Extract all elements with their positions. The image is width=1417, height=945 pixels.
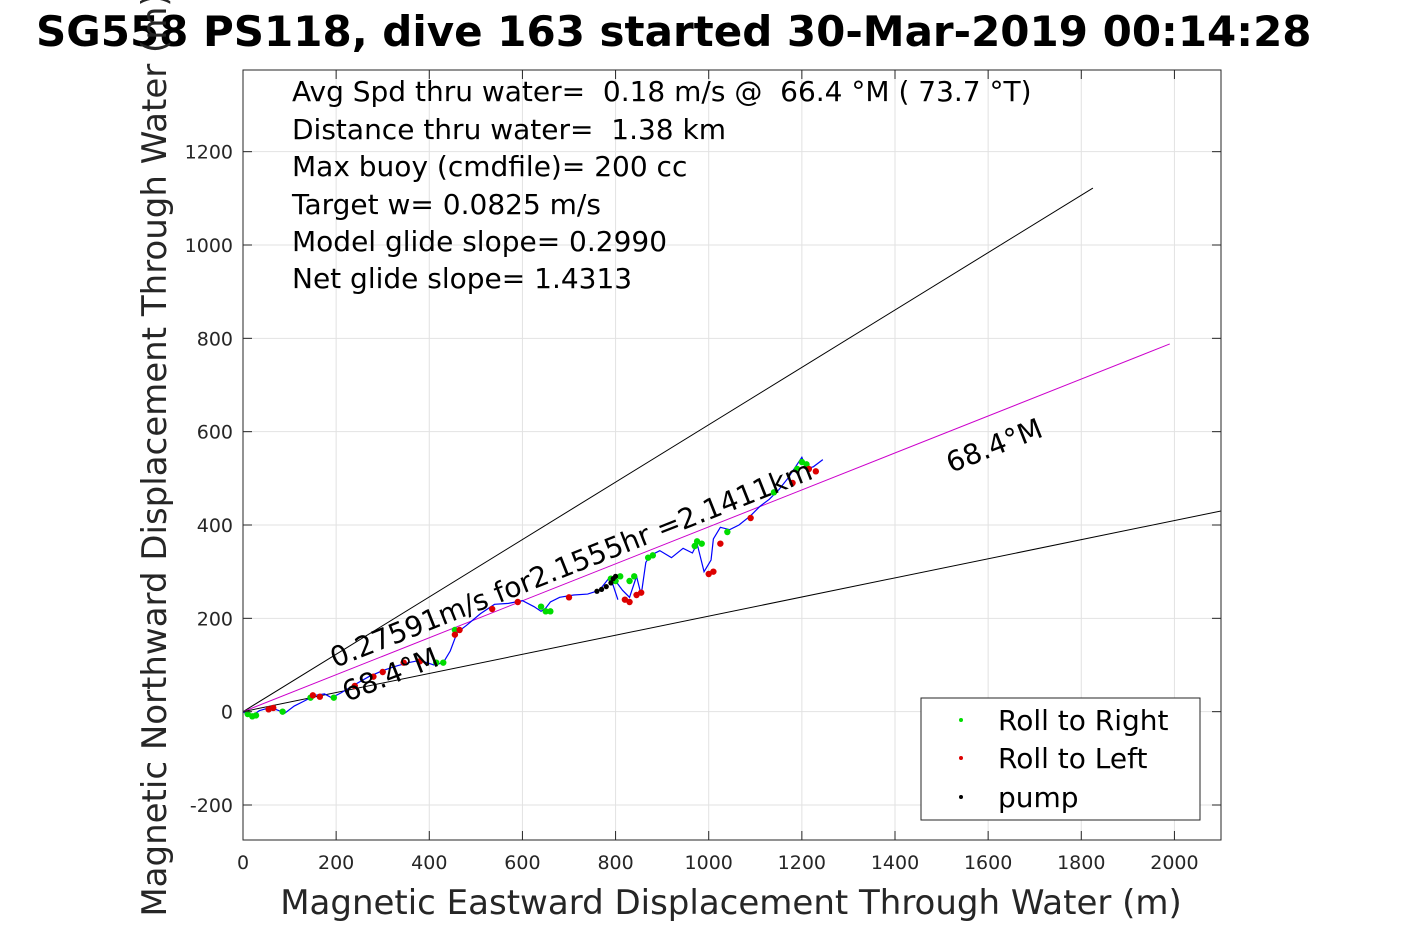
roll-right-point bbox=[252, 712, 260, 719]
legend-label-roll-left: Roll to Left bbox=[998, 742, 1147, 775]
roll-left-point bbox=[488, 605, 496, 613]
x-tick-label: 0 bbox=[237, 852, 249, 874]
y-tick-label: 0 bbox=[221, 702, 233, 724]
roll-left-point bbox=[456, 626, 463, 634]
pump-point bbox=[608, 580, 614, 586]
roll-right-point bbox=[724, 528, 731, 536]
y-tick-label: -200 bbox=[190, 795, 233, 817]
roll-right-point bbox=[537, 603, 545, 610]
stat-model-glide-slope: Model glide slope= 0.2990 bbox=[292, 225, 667, 258]
x-tick-label: 600 bbox=[504, 852, 540, 874]
stat-net-glide-slope: Net glide slope= 1.4313 bbox=[292, 262, 632, 295]
speed-annotation: 0.27591m/s for2.1555hr =2.1411km bbox=[325, 454, 816, 674]
reference-line-upper bbox=[243, 187, 1094, 713]
roll-left-point bbox=[316, 693, 324, 700]
pump-point bbox=[612, 573, 619, 579]
legend-marker-pump bbox=[959, 795, 963, 799]
y-tick-label: 1000 bbox=[185, 235, 233, 257]
pump-point bbox=[594, 588, 600, 594]
roll-markers bbox=[244, 458, 820, 720]
roll-right-point bbox=[279, 708, 286, 715]
roll-left-point bbox=[451, 631, 459, 638]
x-tick-label: 800 bbox=[597, 852, 633, 874]
roll-left-point bbox=[400, 659, 407, 666]
stat-distance: Distance thru water= 1.38 km bbox=[292, 113, 726, 146]
y-tick-label: 1200 bbox=[185, 142, 233, 164]
roll-right-point bbox=[649, 552, 657, 559]
legend-marker-roll-right bbox=[959, 718, 963, 722]
stat-avg-speed: Avg Spd thru water= 0.18 m/s @ 66.4 °M (… bbox=[292, 75, 1032, 108]
reference-lines bbox=[243, 187, 1221, 713]
roll-right-point bbox=[440, 659, 447, 666]
x-tick-label: 200 bbox=[318, 852, 354, 874]
roll-left-point bbox=[416, 658, 424, 665]
x-tick-label: 2000 bbox=[1150, 852, 1198, 874]
x-axis-label: Magnetic Eastward Displacement Through W… bbox=[280, 883, 1182, 923]
y-tick-label: 200 bbox=[197, 608, 233, 630]
axis-ticks: 0 200 400 600 800 1000 1200 1400 1600 1800 2000-20… bbox=[185, 70, 1221, 874]
reference-line-lower bbox=[243, 510, 1221, 713]
legend-marker-roll-left bbox=[959, 756, 963, 760]
roll-right-point bbox=[770, 489, 778, 496]
roll-right-point bbox=[631, 573, 638, 580]
roll-left-point bbox=[565, 594, 573, 601]
roll-left-point bbox=[637, 589, 645, 596]
stats-block: Avg Spd thru water= 0.18 m/s @ 66.4 °M (… bbox=[291, 75, 1032, 295]
roll-left-point bbox=[812, 468, 820, 475]
stat-target-w: Target w= 0.0825 m/s bbox=[291, 188, 601, 221]
y-axis-label: Magnetic Northward Displacement Through … bbox=[135, 0, 175, 917]
legend-label-roll-right: Roll to Right bbox=[998, 704, 1169, 737]
x-tick-label: 400 bbox=[411, 852, 447, 874]
roll-right-point bbox=[698, 540, 705, 547]
pump-point bbox=[603, 584, 609, 590]
legend: Roll to Right Roll to Left pump bbox=[920, 697, 1201, 821]
plot-frame bbox=[242, 69, 1222, 841]
x-tick-label: 1800 bbox=[1057, 852, 1105, 874]
roll-left-point bbox=[626, 598, 633, 606]
roll-right-point bbox=[542, 608, 549, 615]
legend-label-pump: pump bbox=[998, 781, 1079, 814]
x-tick-label: 1000 bbox=[685, 852, 733, 874]
roll-left-point bbox=[514, 598, 521, 606]
x-tick-label: 1600 bbox=[964, 852, 1012, 874]
roll-left-point bbox=[747, 514, 754, 522]
x-tick-label: 1200 bbox=[778, 852, 826, 874]
roll-left-point bbox=[270, 704, 277, 712]
y-tick-label: 600 bbox=[197, 422, 233, 444]
roll-right-point bbox=[794, 465, 801, 473]
roll-left-point bbox=[710, 568, 717, 575]
roll-left-point bbox=[309, 692, 317, 699]
roll-left-point bbox=[717, 540, 724, 547]
y-tick-label: 800 bbox=[197, 328, 233, 350]
legend-box bbox=[920, 697, 1201, 821]
roll-right-point bbox=[330, 694, 338, 701]
pump-point bbox=[599, 586, 605, 593]
roll-left-point bbox=[351, 682, 358, 690]
roll-right-point bbox=[451, 626, 459, 634]
roll-left-point bbox=[805, 465, 813, 473]
roll-right-point bbox=[547, 608, 554, 615]
roll-right-point bbox=[617, 573, 624, 580]
x-tick-label: 1400 bbox=[871, 852, 919, 874]
roll-right-point bbox=[626, 577, 633, 585]
stat-max-buoy: Max buoy (cmdfile)= 200 cc bbox=[292, 150, 687, 183]
heading-annotation-far: 68.4°M bbox=[941, 412, 1047, 480]
chart-title: SG558 PS118, dive 163 started 30-Mar-201… bbox=[36, 7, 1312, 56]
roll-left-point bbox=[379, 668, 386, 676]
y-tick-label: 400 bbox=[197, 515, 233, 537]
roll-left-point bbox=[370, 673, 377, 680]
roll-left-point bbox=[789, 479, 796, 487]
roll-right-point bbox=[433, 659, 440, 666]
reference-line-heading bbox=[243, 343, 1170, 713]
